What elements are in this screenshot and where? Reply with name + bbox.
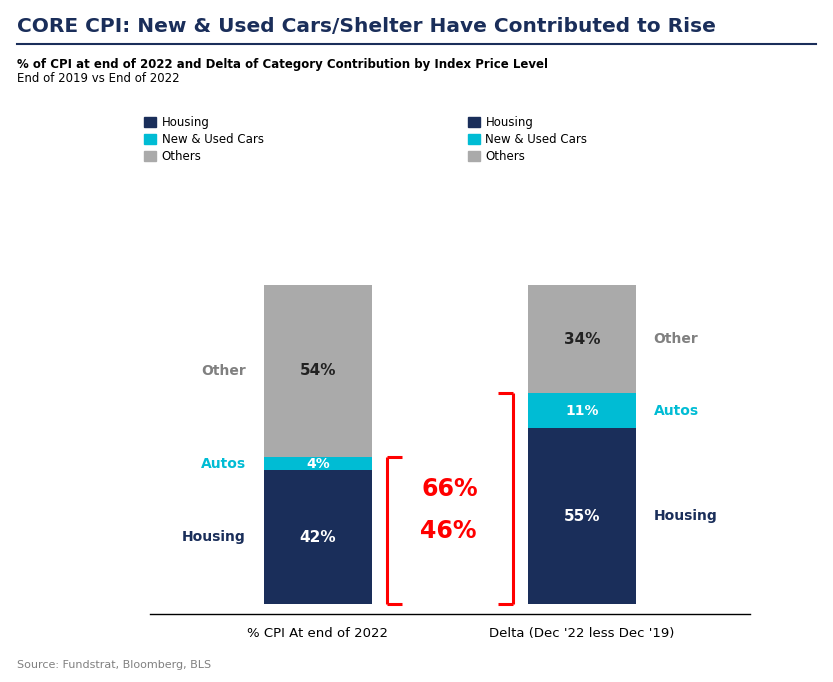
Text: Housing: Housing bbox=[182, 530, 246, 544]
Text: 55%: 55% bbox=[563, 509, 600, 524]
Text: CORE CPI: New & Used Cars/Shelter Have Contributed to Rise: CORE CPI: New & Used Cars/Shelter Have C… bbox=[17, 17, 716, 36]
Text: 34%: 34% bbox=[563, 331, 600, 346]
Text: Other: Other bbox=[201, 364, 246, 378]
Bar bbox=[528, 428, 636, 604]
Text: Other: Other bbox=[654, 332, 699, 346]
Text: Autos: Autos bbox=[201, 457, 246, 471]
Text: 54%: 54% bbox=[300, 364, 337, 379]
Text: 11%: 11% bbox=[565, 404, 599, 418]
Text: Autos: Autos bbox=[654, 404, 699, 418]
Bar bbox=[264, 470, 372, 604]
Text: Source: Fundstrat, Bloomberg, BLS: Source: Fundstrat, Bloomberg, BLS bbox=[17, 659, 211, 670]
Text: 42%: 42% bbox=[300, 530, 337, 545]
Text: End of 2019 vs End of 2022: End of 2019 vs End of 2022 bbox=[17, 72, 179, 85]
Text: 46%: 46% bbox=[420, 519, 476, 543]
Bar bbox=[528, 284, 636, 394]
Text: % of CPI at end of 2022 and Delta of Category Contribution by Index Price Level: % of CPI at end of 2022 and Delta of Cat… bbox=[17, 58, 547, 71]
Bar bbox=[264, 457, 372, 470]
Bar bbox=[528, 394, 636, 428]
Legend: Housing, New & Used Cars, Others: Housing, New & Used Cars, Others bbox=[467, 116, 587, 164]
Text: 4%: 4% bbox=[306, 457, 330, 471]
Text: 66%: 66% bbox=[421, 477, 478, 501]
Bar bbox=[264, 284, 372, 457]
Text: Housing: Housing bbox=[654, 509, 717, 523]
